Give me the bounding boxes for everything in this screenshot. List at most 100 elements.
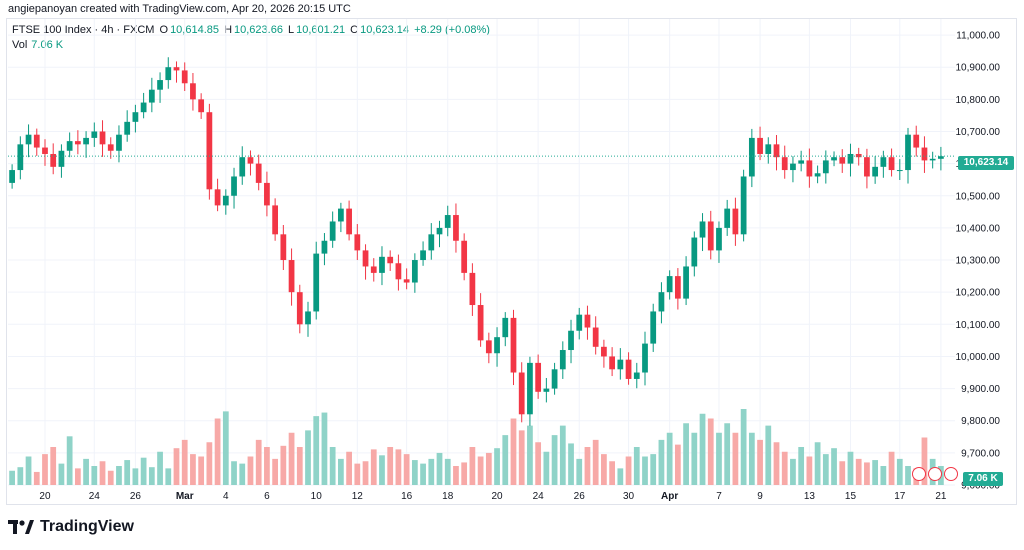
candle-body[interactable] [617,359,624,370]
candle-body[interactable] [601,346,607,357]
volume-bar[interactable] [370,449,377,485]
candle-body[interactable] [872,166,879,177]
candle-body[interactable] [510,317,517,373]
candle-body[interactable] [206,112,213,190]
volume-bar[interactable] [847,451,854,485]
volume-bar[interactable] [617,468,624,485]
candle-body[interactable] [428,234,435,251]
volume-bar[interactable] [165,468,172,485]
volume-bar[interactable] [855,458,862,485]
volume-bar[interactable] [732,432,739,485]
candle-body[interactable] [691,237,698,267]
volume-bar[interactable] [650,454,657,485]
volume-bar[interactable] [551,435,558,485]
candle-body[interactable] [272,205,279,235]
volume-bar[interactable] [321,412,328,485]
candle-body[interactable] [592,327,599,347]
candle-body[interactable] [354,234,361,251]
candle-body[interactable] [757,137,763,154]
candle-body[interactable] [91,131,98,138]
volume-bar[interactable] [518,430,525,485]
volume-bar[interactable] [790,458,796,485]
candle-body[interactable] [239,157,246,177]
volume-bar[interactable] [740,409,747,485]
candle-body[interactable] [403,279,410,283]
volume-bar[interactable] [814,442,821,485]
candle-body[interactable] [436,227,443,235]
candle-body[interactable] [699,221,706,238]
volume-bar[interactable] [716,432,722,485]
volume-bar[interactable] [896,458,903,485]
volume-bar[interactable] [453,466,459,485]
candle-body[interactable] [913,134,920,148]
volume-bar[interactable] [124,460,131,485]
volume-bar[interactable] [592,439,599,485]
volume-bar[interactable] [190,454,196,485]
candle-body[interactable] [576,314,583,331]
volume-bar[interactable] [362,461,369,485]
volume-bar[interactable] [691,432,698,485]
volume-bar[interactable] [576,458,583,485]
volume-bar[interactable] [527,425,533,485]
volume-bar[interactable] [198,456,205,486]
volume-bar[interactable] [485,452,492,485]
candle-body[interactable] [83,137,89,145]
volume-bar[interactable] [222,411,229,485]
volume-bar[interactable] [510,418,517,486]
volume-bar[interactable] [91,466,98,485]
volume-bar[interactable] [83,458,89,485]
candle-body[interactable] [888,157,895,171]
volume-bar[interactable] [864,462,870,485]
candle-body[interactable] [864,157,870,177]
tradingview-logo[interactable]: TradingView [8,518,134,536]
candle-body[interactable] [494,337,500,354]
symbol-label[interactable]: FTSE 100 Index · 4h · FXCM [12,24,155,36]
volume-bar[interactable] [658,439,665,485]
candle-body[interactable] [132,112,139,122]
candle-body[interactable] [9,170,15,183]
volume-bar[interactable] [601,454,607,485]
candle-body[interactable] [148,89,155,103]
candle-body[interactable] [658,292,665,312]
candle-body[interactable] [296,292,303,325]
candle-body[interactable] [469,272,476,306]
candle-body[interactable] [732,208,739,235]
volume-bar[interactable] [33,471,40,485]
candle-body[interactable] [411,260,418,283]
volume-bar[interactable] [502,435,509,485]
volume-bar[interactable] [921,437,928,486]
volume-bar[interactable] [173,448,180,485]
candle-body[interactable] [173,67,180,71]
volume-bar[interactable] [247,456,254,486]
candle-body[interactable] [502,317,509,338]
event-badge-icon[interactable] [912,467,926,481]
volume-bar[interactable] [74,468,81,485]
volume-bar[interactable] [888,451,895,485]
volume-bar[interactable] [559,425,566,485]
candle-body[interactable] [116,134,122,151]
event-badge-icon[interactable] [928,467,942,481]
candle-body[interactable] [50,153,57,167]
volume-bar[interactable] [666,432,673,485]
volume-bar[interactable] [880,466,887,485]
candle-body[interactable] [107,144,114,151]
volume-bar[interactable] [157,451,163,485]
volume-bar[interactable] [403,454,410,485]
candle-body[interactable] [798,160,805,164]
candle-body[interactable] [420,250,426,261]
candle-body[interactable] [181,70,188,84]
volume-bar[interactable] [633,447,640,485]
candle-body[interactable] [214,189,221,206]
volume-bar[interactable] [683,423,689,485]
volume-bar[interactable] [568,443,574,485]
volume-bar[interactable] [214,418,221,486]
volume-bar[interactable] [757,439,763,485]
volume-bar[interactable] [765,425,772,485]
candle-body[interactable] [58,150,65,167]
volume-bar[interactable] [781,451,788,485]
candle-body[interactable] [551,369,558,389]
candle-body[interactable] [461,240,468,273]
volume-bar[interactable] [444,458,451,485]
volume-bar[interactable] [436,452,443,485]
candle-body[interactable] [198,99,205,113]
